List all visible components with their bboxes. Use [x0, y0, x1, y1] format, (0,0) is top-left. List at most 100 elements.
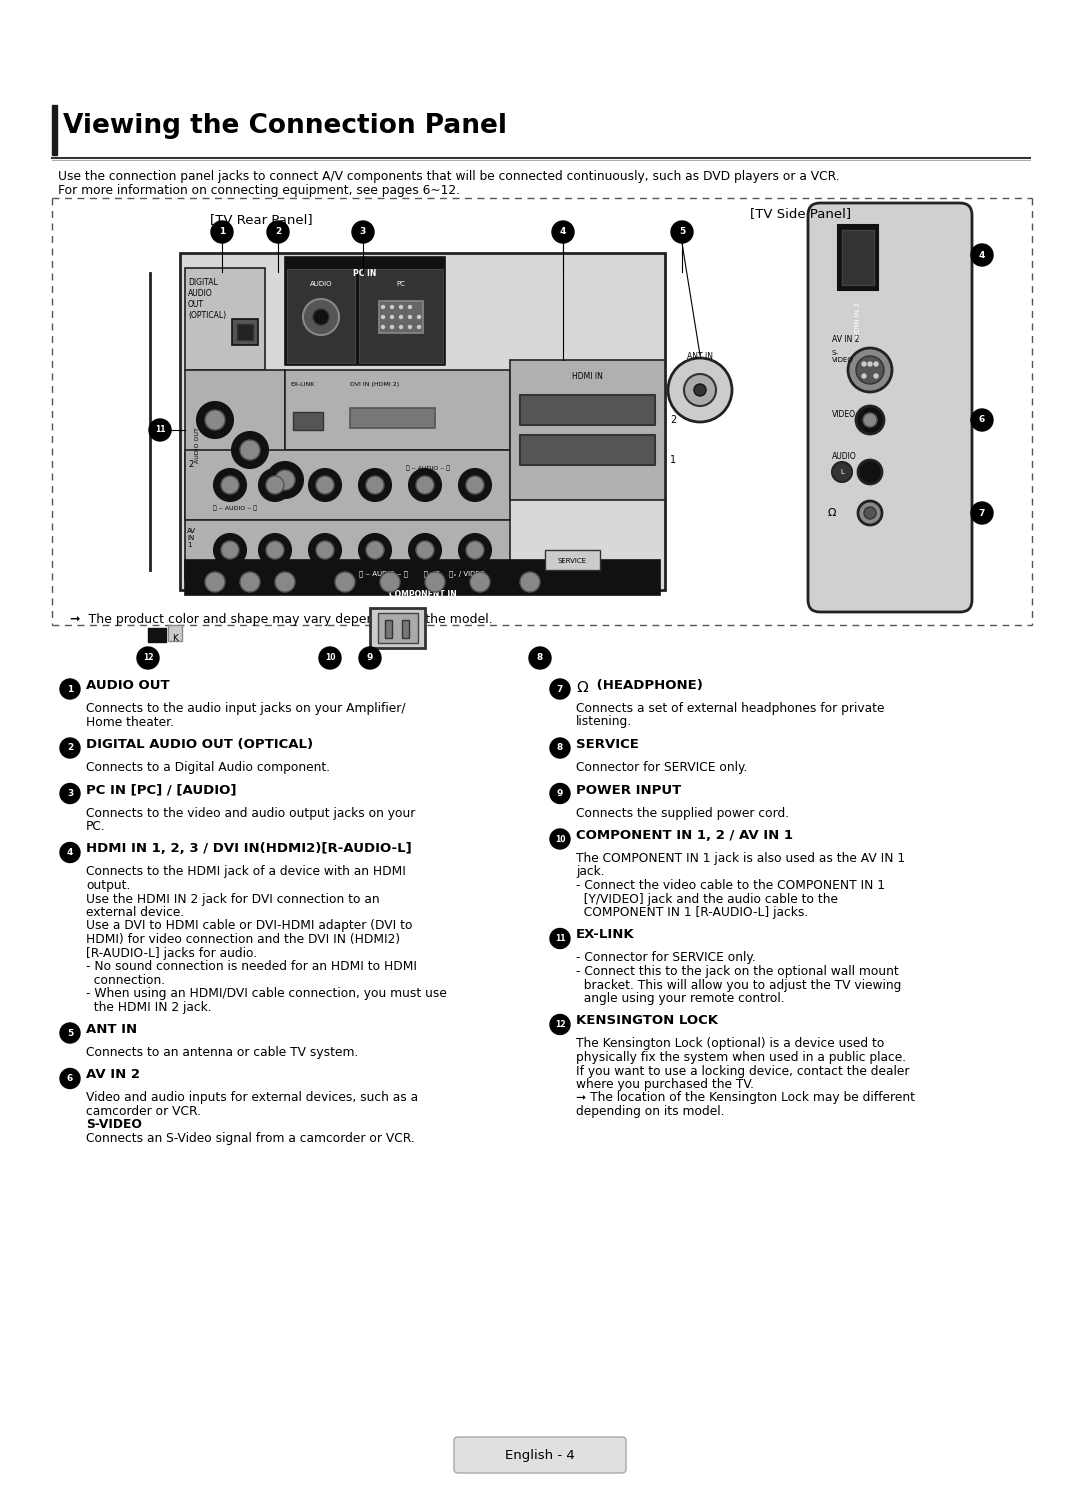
Bar [52, 106, 57, 155]
Text: physically fix the system when used in a public place.: physically fix the system when used in a… [576, 1051, 906, 1064]
Text: ANT IN: ANT IN [86, 1024, 137, 1036]
Text: (HEADPHONE): (HEADPHONE) [592, 679, 703, 692]
Text: Connects to the video and audio output jacks on your: Connects to the video and audio output j… [86, 806, 416, 820]
Text: L: L [840, 469, 843, 475]
Text: Home theater.: Home theater. [86, 716, 174, 729]
Circle shape [240, 440, 260, 460]
Circle shape [391, 315, 393, 318]
Circle shape [149, 420, 171, 440]
Text: 10: 10 [555, 835, 565, 844]
Text: DIGITAL AUDIO OUT (OPTICAL): DIGITAL AUDIO OUT (OPTICAL) [86, 738, 313, 751]
Bar [185, 449, 510, 519]
Circle shape [266, 542, 284, 559]
Bar [185, 268, 265, 371]
Text: 3: 3 [67, 789, 73, 798]
Circle shape [381, 315, 384, 318]
Circle shape [874, 362, 878, 366]
Text: COMPONENT IN: COMPONENT IN [389, 591, 457, 600]
Text: S-VIDEO: S-VIDEO [86, 1119, 141, 1131]
Text: Connector for SERVICE only.: Connector for SERVICE only. [576, 760, 747, 774]
Bar [842, 231, 874, 286]
Text: The COMPONENT IN 1 jack is also used as the AV IN 1: The COMPONENT IN 1 jack is also used as … [576, 853, 905, 865]
Circle shape [240, 571, 260, 592]
Circle shape [60, 1068, 80, 1089]
Circle shape [60, 1024, 80, 1043]
Circle shape [971, 409, 993, 432]
Circle shape [426, 571, 445, 592]
Circle shape [863, 414, 877, 427]
Text: [Y/VIDEO] jack and the audio cable to the: [Y/VIDEO] jack and the audio cable to th… [576, 893, 838, 906]
Text: - Connector for SERVICE only.: - Connector for SERVICE only. [576, 951, 756, 964]
Circle shape [319, 647, 341, 670]
Text: ANT IN: ANT IN [687, 353, 713, 362]
Text: where you purchased the TV.: where you purchased the TV. [576, 1077, 754, 1091]
Text: If you want to use a locking device, contact the dealer: If you want to use a locking device, con… [576, 1064, 909, 1077]
Text: Connects to the audio input jacks on your Amplifier/: Connects to the audio input jacks on you… [86, 702, 405, 716]
Text: Ⓡ ‒ AUDIO ‒ Ⓛ       Ⓢ₁  Ⓢ₂   Ⓢₓ / VIDEO: Ⓡ ‒ AUDIO ‒ Ⓛ Ⓢ₁ Ⓢ₂ Ⓢₓ / VIDEO [360, 570, 486, 577]
Text: S-
VIDEO: S- VIDEO [832, 350, 854, 363]
Circle shape [408, 305, 411, 308]
Circle shape [400, 326, 403, 329]
Text: AUDIO: AUDIO [310, 281, 333, 287]
Text: 12: 12 [555, 1019, 565, 1030]
Circle shape [205, 571, 225, 592]
Circle shape [459, 469, 491, 501]
Circle shape [519, 571, 540, 592]
Bar [148, 628, 166, 641]
Text: HDMI IN 1, 2, 3 / DVI IN(HDMI2)[R-AUDIO-L]: HDMI IN 1, 2, 3 / DVI IN(HDMI2)[R-AUDIO-… [86, 842, 411, 856]
Circle shape [313, 310, 329, 324]
Circle shape [416, 476, 434, 494]
Circle shape [309, 534, 341, 565]
Bar [510, 360, 665, 500]
Text: ➞  The product color and shape may vary depending on the model.: ➞ The product color and shape may vary d… [70, 613, 492, 626]
Text: AV
IN
1: AV IN 1 [187, 528, 195, 548]
Circle shape [316, 542, 334, 559]
Text: AV IN 2: AV IN 2 [832, 335, 860, 344]
Circle shape [205, 411, 225, 430]
Circle shape [60, 842, 80, 863]
Circle shape [221, 542, 239, 559]
Circle shape [550, 929, 570, 948]
Bar [838, 225, 878, 290]
Bar [519, 434, 654, 464]
Text: bracket. This will allow you to adjust the TV viewing: bracket. This will allow you to adjust t… [576, 979, 902, 991]
Text: Ω: Ω [828, 507, 837, 518]
Text: 2: 2 [67, 744, 73, 753]
Text: 5: 5 [679, 228, 685, 237]
Text: PC IN [PC] / [AUDIO]: PC IN [PC] / [AUDIO] [86, 784, 237, 796]
Text: the HDMI IN 2 jack.: the HDMI IN 2 jack. [86, 1000, 212, 1013]
Circle shape [409, 534, 441, 565]
Circle shape [267, 461, 303, 498]
Text: 1: 1 [219, 228, 225, 237]
Text: 3: 3 [360, 228, 366, 237]
Circle shape [303, 299, 339, 335]
Text: HDMI) for video connection and the DVI IN (HDMI2): HDMI) for video connection and the DVI I… [86, 933, 400, 946]
Circle shape [470, 571, 490, 592]
Text: - When using an HDMI/DVI cable connection, you must use: - When using an HDMI/DVI cable connectio… [86, 987, 447, 1000]
Bar [370, 609, 426, 647]
Bar [384, 620, 392, 638]
Circle shape [874, 373, 878, 378]
Circle shape [359, 647, 381, 670]
Text: Connects an S-Video signal from a camcorder or VCR.: Connects an S-Video signal from a camcor… [86, 1132, 415, 1144]
Circle shape [214, 534, 246, 565]
Text: HDMI IN 3: HDMI IN 3 [855, 302, 861, 338]
Text: Ω: Ω [576, 680, 588, 695]
Text: - No sound connection is needed for an HDMI to HDMI: - No sound connection is needed for an H… [86, 960, 417, 973]
Circle shape [552, 222, 573, 243]
Text: 4: 4 [67, 848, 73, 857]
Text: Viewing the Connection Panel: Viewing the Connection Panel [63, 113, 507, 138]
Bar [168, 625, 183, 641]
Circle shape [380, 571, 400, 592]
Circle shape [211, 222, 233, 243]
Text: 11: 11 [555, 934, 565, 943]
Text: Connects to the HDMI jack of a device with an HDMI: Connects to the HDMI jack of a device wi… [86, 866, 406, 878]
Bar [379, 301, 423, 333]
Text: 2: 2 [275, 228, 281, 237]
Text: external device.: external device. [86, 906, 185, 920]
Text: 8: 8 [537, 653, 543, 662]
Text: 7: 7 [978, 509, 985, 518]
Circle shape [550, 1015, 570, 1034]
Circle shape [381, 305, 384, 308]
Bar [378, 613, 418, 643]
